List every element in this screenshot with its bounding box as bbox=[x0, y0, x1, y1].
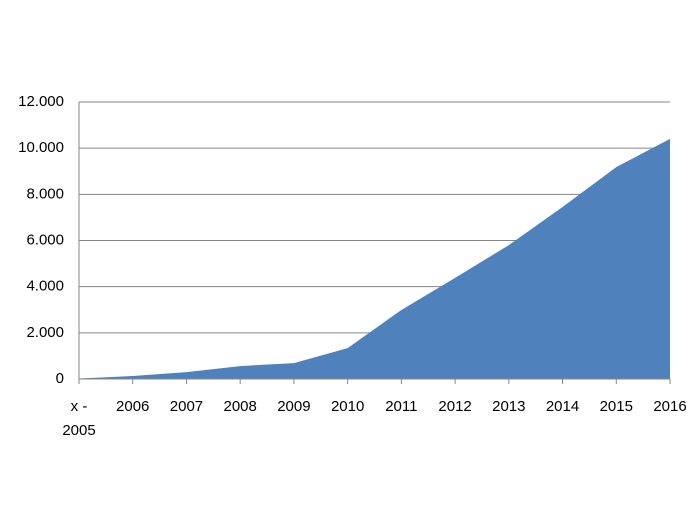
y-tick-label: 6.000 bbox=[26, 231, 64, 248]
x-tick-label: 2006 bbox=[116, 398, 150, 415]
x-tick-label: x - 2005 bbox=[62, 398, 96, 439]
x-tick-label: 2007 bbox=[169, 398, 204, 415]
x-tick-label: 2008 bbox=[223, 398, 257, 415]
x-tick-label: 2015 bbox=[599, 398, 633, 415]
y-tick-label: 10.000 bbox=[18, 139, 64, 156]
area bbox=[79, 138, 670, 379]
y-tick-label: 0 bbox=[56, 370, 64, 387]
y-tick-label: 12.000 bbox=[18, 93, 64, 110]
x-tick-label: 2012 bbox=[438, 398, 472, 415]
x-tick-label: 2013 bbox=[492, 398, 526, 415]
y-tick-label: 4.000 bbox=[26, 278, 64, 295]
x-tick-label: 2011 bbox=[385, 398, 418, 415]
x-tick-label: 2014 bbox=[545, 398, 580, 415]
x-tick-label: 2009 bbox=[277, 398, 311, 415]
x-tick-label: 2010 bbox=[330, 398, 365, 415]
x-tick-label: 2016 bbox=[653, 398, 687, 415]
y-tick-label: 2.000 bbox=[26, 324, 64, 341]
y-tick-label: 8.000 bbox=[26, 185, 64, 202]
